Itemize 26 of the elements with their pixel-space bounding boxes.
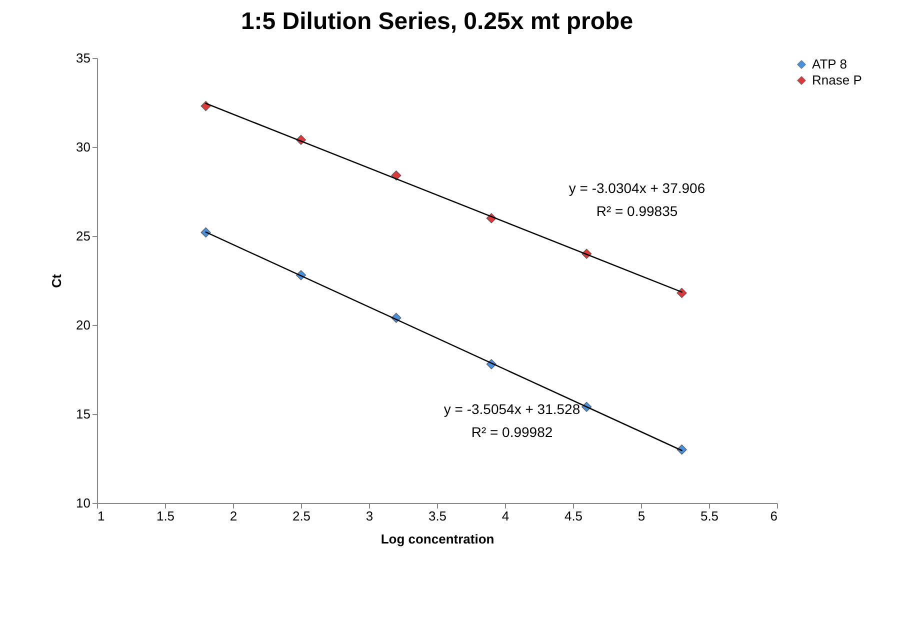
x-tick-label: 5.5 (700, 508, 719, 524)
x-tick-label: 4.5 (564, 508, 583, 524)
y-tick-label: 20 (76, 318, 90, 332)
legend-label: ATP 8 (812, 56, 847, 72)
annotation: y = -3.0304x + 37.906 (568, 180, 706, 196)
annotation: y = -3.5054x + 31.528 (444, 401, 580, 417)
x-tick-label: 6 (770, 508, 778, 524)
x-tick-label: 3 (366, 508, 374, 524)
x-tick-label: 3.5 (428, 508, 447, 524)
y-tick-label: 25 (76, 228, 90, 244)
chart-title: 1:5 Dilution Series, 0.25x mt probe (240, 8, 634, 35)
x-axis-title: Log concentration (380, 532, 494, 546)
annotation: R² = 0.99835 (596, 203, 678, 219)
y-tick-label: 15 (76, 406, 90, 422)
legend-label: Rnase P (812, 72, 862, 88)
y-tick-label: 10 (76, 496, 90, 510)
x-tick-label: 2 (230, 508, 238, 524)
annotation: R² = 0.99982 (471, 424, 553, 440)
x-tick-label: 1 (98, 508, 105, 524)
x-tick-label: 2.5 (292, 508, 311, 524)
x-tick-label: 4 (502, 508, 510, 524)
y-tick-label: 30 (76, 140, 90, 154)
y-tick-label: 35 (76, 50, 90, 66)
y-axis-title: Ct (49, 273, 64, 288)
x-tick-label: 1.5 (156, 508, 175, 524)
x-tick-label: 5 (638, 508, 646, 524)
